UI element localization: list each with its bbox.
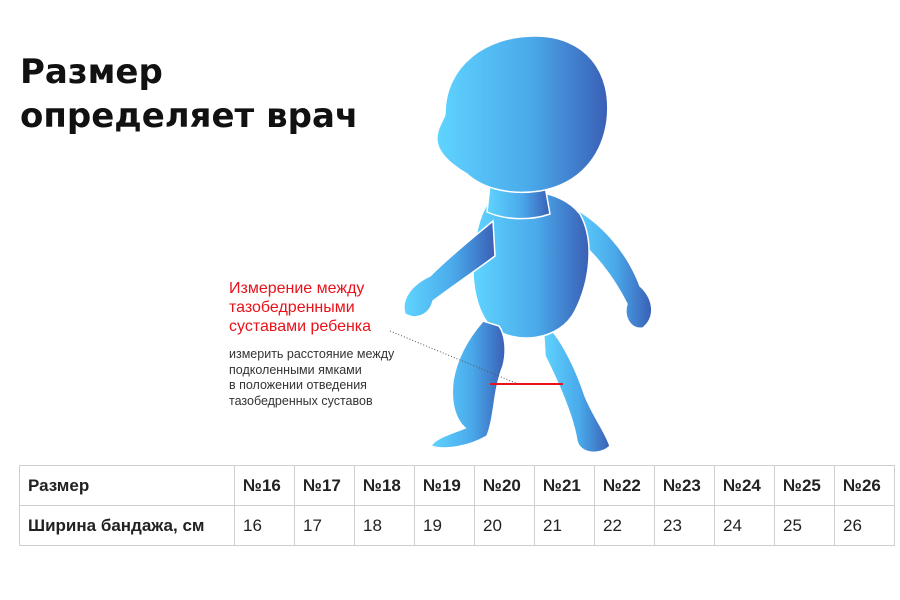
width-cell: 23	[654, 505, 715, 546]
measurement-heading-line: тазобедренными	[229, 299, 355, 316]
width-row-label: Ширина бандажа, см	[19, 505, 235, 546]
size-cell: №17	[294, 465, 355, 506]
size-cell: №18	[354, 465, 415, 506]
size-cell: №16	[234, 465, 295, 506]
size-cell: №19	[414, 465, 475, 506]
measurement-note-line: в положении отведения	[229, 378, 367, 392]
width-cell: 17	[294, 505, 355, 546]
width-cell: 20	[474, 505, 535, 546]
title-line-2: определяет врач	[20, 96, 359, 136]
width-cell: 19	[414, 505, 475, 546]
width-cell: 24	[714, 505, 775, 546]
size-cell: №21	[534, 465, 595, 506]
title-line-1: Размер	[20, 52, 163, 92]
size-cell: №23	[654, 465, 715, 506]
width-cell: 25	[774, 505, 835, 546]
width-cell: 21	[534, 505, 595, 546]
measurement-note-line: тазобедренных суставов	[229, 393, 373, 408]
baby-illustration	[403, 36, 653, 453]
size-row: Размер №16 №17 №18 №19 №20 №21 №22 №23 №…	[19, 465, 895, 506]
width-cell: 16	[234, 505, 295, 546]
size-table: Размер №16 №17 №18 №19 №20 №21 №22 №23 №…	[19, 465, 895, 546]
measurement-heading-line: суставами ребенка	[229, 318, 372, 335]
measurement-note: измерить расстояние между подколенными я…	[229, 347, 394, 409]
width-cell: 26	[834, 505, 895, 546]
measurement-note-line: измерить расстояние между	[229, 347, 395, 361]
size-header-label: Размер	[19, 465, 235, 506]
size-cell: №26	[834, 465, 895, 506]
measurement-heading-line: Измерение между	[229, 280, 365, 297]
size-cell: №22	[594, 465, 655, 506]
size-cell: №20	[474, 465, 535, 506]
width-cell: 18	[354, 505, 415, 546]
page-title: Размер определяет врач	[20, 50, 358, 138]
width-cell: 22	[594, 505, 655, 546]
measurement-note-line: подколенными ямками	[229, 362, 362, 377]
width-row: Ширина бандажа, см 16 17 18 19 20 21 22 …	[19, 505, 895, 546]
size-cell: №24	[714, 465, 775, 506]
measurement-heading: Измерение между тазобедренными суставами…	[229, 279, 371, 336]
size-cell: №25	[774, 465, 835, 506]
